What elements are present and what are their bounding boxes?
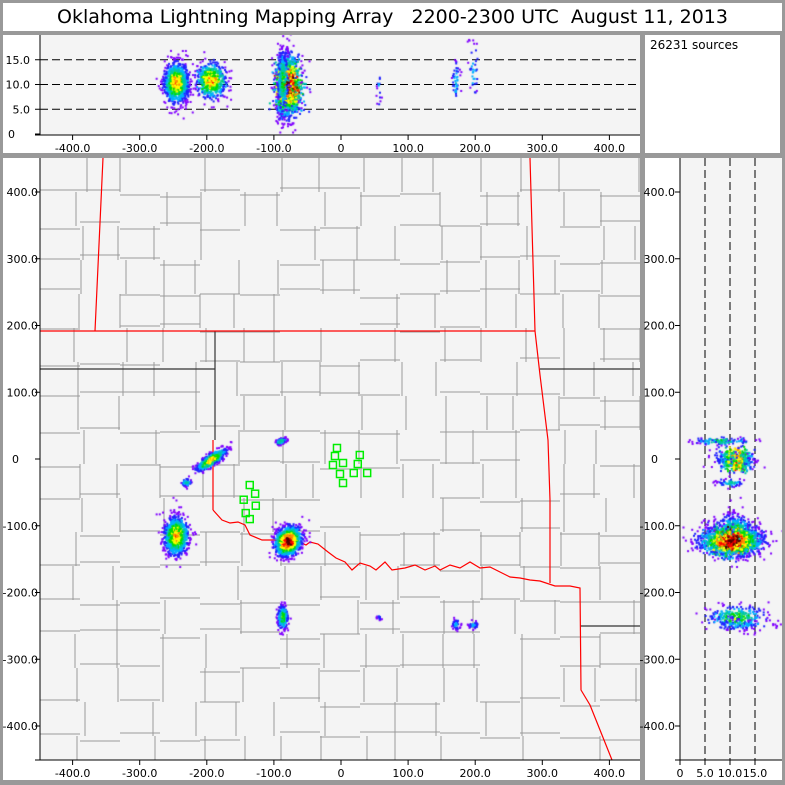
side-y-tick-label: 0	[651, 453, 658, 466]
side-y-tick-label: -100.0	[640, 520, 675, 533]
map-x-tick-label: 200.0	[459, 767, 491, 780]
tick-labels: -400.0 -400.0 -300.0 -300.0 -200.0 -200.0 -100…	[3, 54, 768, 780]
side-x-tick-label: 5.0	[696, 767, 714, 780]
side-y-tick-label: 400.0	[644, 186, 676, 199]
side-y-tick-label: -400.0	[640, 720, 675, 733]
map-x-tick-label: -200.0	[189, 767, 224, 780]
map-x-tick-label: 300.0	[527, 767, 559, 780]
map-x-tick-label: -400.0	[55, 767, 90, 780]
map-y-tick-label: 200.0	[7, 320, 39, 333]
top-x-tick-label: -300.0	[122, 142, 157, 155]
top-x-tick-label: 300.0	[527, 142, 559, 155]
map-x-tick-label: -100.0	[256, 767, 291, 780]
source-count-box: 26231 sources	[645, 35, 780, 153]
map-y-tick-label: -400.0	[3, 720, 38, 733]
top-y-tick-label: 10.0	[6, 79, 31, 92]
top-x-tick-label: -100.0	[256, 142, 291, 155]
map-x-tick-label: 0	[338, 767, 345, 780]
top-x-tick-label: -400.0	[55, 142, 90, 155]
top-y-tick-label: 15.0	[6, 54, 31, 67]
side-x-tick-label: 15.0	[743, 767, 768, 780]
map-y-tick-label: 100.0	[7, 386, 39, 399]
map-y-tick-label: -300.0	[3, 653, 38, 666]
page-title: Oklahoma Lightning Mapping Array 2200-23…	[57, 6, 728, 28]
side-y-tick-label: -200.0	[640, 587, 675, 600]
top-x-tick-label: 0	[338, 142, 345, 155]
top-y-tick-label: 0	[8, 128, 15, 141]
side-y-tick-label: -300.0	[640, 653, 675, 666]
top-x-tick-label: -200.0	[189, 142, 224, 155]
side-y-tick-label: 300.0	[644, 253, 676, 266]
source-count: 26231 sources	[650, 38, 739, 52]
side-y-tick-label: 200.0	[644, 320, 676, 333]
top-x-tick-label: 200.0	[459, 142, 491, 155]
top-x-tick-label: 400.0	[594, 142, 626, 155]
map-x-tick-label: 400.0	[594, 767, 626, 780]
top-y-tick-label: 5.0	[13, 103, 31, 116]
lightning-altitude-x-density	[40, 35, 640, 135]
top-x-tick-label: 100.0	[392, 142, 424, 155]
side-x-tick-label: 0	[677, 767, 684, 780]
title-bar: Oklahoma Lightning Mapping Array 2200-23…	[3, 3, 782, 31]
map-y-tick-label: 0	[12, 453, 19, 466]
map-x-tick-label: 100.0	[392, 767, 424, 780]
side-x-tick-label: 10.0	[718, 767, 743, 780]
map-y-tick-label: -100.0	[3, 520, 38, 533]
map-y-tick-label: 300.0	[7, 253, 39, 266]
side-y-tick-label: 100.0	[644, 386, 676, 399]
lightning-altitude-y-density	[680, 158, 782, 760]
map-x-tick-label: -300.0	[122, 767, 157, 780]
map-y-tick-label: 400.0	[7, 186, 39, 199]
lightning-plan-density	[40, 158, 640, 760]
map-y-tick-label: -200.0	[3, 587, 38, 600]
